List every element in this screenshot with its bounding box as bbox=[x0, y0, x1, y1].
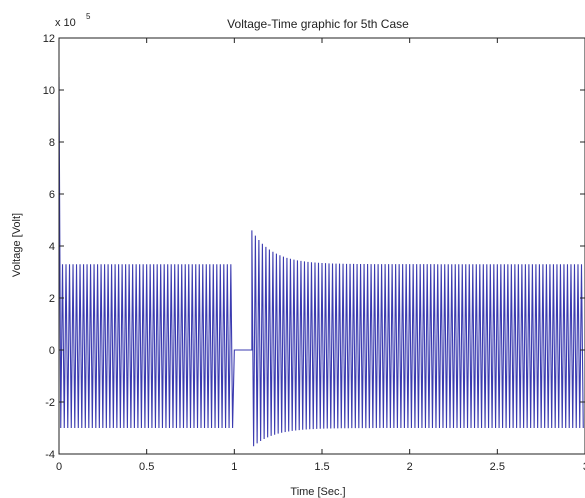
y-tick-label: 8 bbox=[49, 137, 55, 149]
x-ticks: 0 0.5 1 1.5 2 2.5 3 bbox=[56, 38, 585, 473]
x-tick-label: 0.5 bbox=[139, 461, 154, 473]
x-tick-label: 0 bbox=[56, 461, 62, 473]
x-tick-label: 1 bbox=[231, 461, 237, 473]
series-layer bbox=[59, 76, 584, 447]
x-tick-label: 1.5 bbox=[314, 461, 329, 473]
y-tick-label: 0 bbox=[49, 345, 55, 357]
x-tick-label: 2.5 bbox=[490, 461, 505, 473]
x-tick-label: 2 bbox=[407, 461, 413, 473]
y-axis-label: Voltage [Volt] bbox=[11, 213, 23, 277]
y-exponent-power: 5 bbox=[86, 12, 91, 21]
x-axis-label: Time [Sec.] bbox=[290, 486, 345, 498]
x-tick-label: 3 bbox=[583, 461, 585, 473]
y-exponent: x 10 5 bbox=[55, 12, 91, 29]
voltage-series-line bbox=[59, 76, 584, 447]
y-tick-label: -2 bbox=[45, 397, 55, 409]
y-tick-label: -4 bbox=[45, 449, 55, 461]
y-tick-label: 2 bbox=[49, 293, 55, 305]
y-tick-label: 12 bbox=[43, 33, 55, 45]
y-tick-label: 10 bbox=[43, 85, 55, 97]
y-exponent-label: x 10 bbox=[55, 17, 76, 29]
y-tick-label: 4 bbox=[49, 241, 55, 253]
y-tick-label: 6 bbox=[49, 189, 55, 201]
y-ticks: -4 -2 0 2 4 6 8 10 12 bbox=[43, 33, 585, 461]
chart-title: Voltage-Time graphic for 5th Case bbox=[227, 17, 409, 31]
